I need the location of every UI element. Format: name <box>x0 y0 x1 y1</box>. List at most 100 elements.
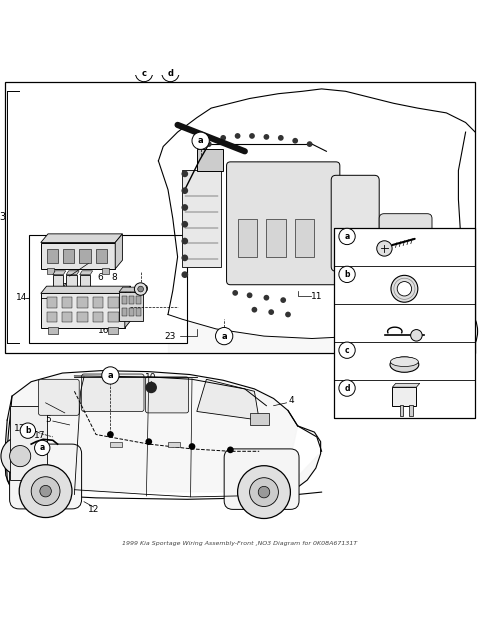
Circle shape <box>339 380 355 396</box>
Circle shape <box>216 328 233 345</box>
Circle shape <box>189 443 195 450</box>
Bar <box>63 248 74 263</box>
Text: d: d <box>344 384 350 392</box>
Bar <box>53 275 63 289</box>
Bar <box>41 293 125 328</box>
Text: 6: 6 <box>97 273 103 282</box>
Polygon shape <box>125 286 131 328</box>
Circle shape <box>249 133 255 139</box>
FancyBboxPatch shape <box>379 214 432 281</box>
Text: 22: 22 <box>127 312 138 321</box>
Bar <box>62 311 72 322</box>
Circle shape <box>232 290 238 296</box>
Circle shape <box>31 477 60 506</box>
Bar <box>129 296 134 304</box>
Text: 9: 9 <box>86 256 92 265</box>
Polygon shape <box>115 234 122 269</box>
Circle shape <box>268 309 274 315</box>
Circle shape <box>181 187 188 194</box>
Text: 1999 Kia Sportage Wiring Assembly-Front ,NO3 Diagram for 0K08A67131T: 1999 Kia Sportage Wiring Assembly-Front … <box>122 542 358 547</box>
Text: 16: 16 <box>98 326 109 335</box>
Text: 17: 17 <box>394 308 408 317</box>
Bar <box>266 218 286 257</box>
Bar <box>93 298 103 308</box>
Text: a: a <box>40 443 45 452</box>
Text: 11: 11 <box>311 292 323 301</box>
Polygon shape <box>197 379 259 420</box>
Circle shape <box>307 142 312 147</box>
Text: 24: 24 <box>394 383 408 393</box>
Bar <box>5 82 475 353</box>
Bar <box>409 406 413 416</box>
Circle shape <box>102 367 119 384</box>
Circle shape <box>280 298 286 303</box>
Bar <box>197 149 223 170</box>
Bar <box>122 308 127 316</box>
FancyBboxPatch shape <box>10 444 82 509</box>
Circle shape <box>134 283 147 295</box>
Circle shape <box>415 300 478 362</box>
Circle shape <box>1 437 39 476</box>
Bar <box>80 275 90 289</box>
Polygon shape <box>66 271 79 275</box>
Bar <box>62 298 72 308</box>
Circle shape <box>428 313 465 350</box>
Circle shape <box>181 238 188 245</box>
Text: 17: 17 <box>34 431 45 440</box>
Circle shape <box>181 271 188 278</box>
FancyBboxPatch shape <box>82 374 144 411</box>
Bar <box>48 327 58 334</box>
Circle shape <box>250 477 278 506</box>
Bar <box>122 296 127 304</box>
Text: a: a <box>345 232 349 241</box>
Bar <box>119 292 143 321</box>
Bar <box>238 218 257 257</box>
Circle shape <box>40 486 51 497</box>
Bar <box>295 218 314 257</box>
Bar <box>392 387 416 406</box>
Circle shape <box>19 465 72 518</box>
Circle shape <box>20 423 36 438</box>
Bar <box>96 248 107 263</box>
Circle shape <box>285 311 291 318</box>
Bar <box>108 327 118 334</box>
Circle shape <box>145 382 157 393</box>
Circle shape <box>162 64 179 82</box>
Bar <box>41 243 115 269</box>
Bar <box>47 248 58 263</box>
FancyBboxPatch shape <box>227 162 340 285</box>
Circle shape <box>339 266 355 282</box>
Circle shape <box>278 135 284 141</box>
Text: 23: 23 <box>165 331 176 340</box>
Polygon shape <box>5 370 322 494</box>
FancyBboxPatch shape <box>38 379 79 415</box>
Text: 10: 10 <box>145 374 157 382</box>
Circle shape <box>339 342 355 359</box>
Bar <box>108 298 119 308</box>
Text: 7: 7 <box>60 283 66 292</box>
Bar <box>77 298 88 308</box>
Text: a: a <box>108 371 113 380</box>
Circle shape <box>264 295 269 301</box>
Bar <box>47 311 57 322</box>
Bar <box>29 235 187 343</box>
Bar <box>168 442 180 447</box>
Bar <box>79 248 91 263</box>
Circle shape <box>192 132 209 149</box>
Circle shape <box>181 221 188 228</box>
Circle shape <box>181 170 188 177</box>
Circle shape <box>235 133 240 139</box>
Circle shape <box>377 241 392 256</box>
Circle shape <box>252 307 257 313</box>
FancyBboxPatch shape <box>145 377 189 413</box>
Ellipse shape <box>390 357 418 367</box>
Bar <box>108 311 119 322</box>
Circle shape <box>339 228 355 245</box>
Polygon shape <box>392 383 420 387</box>
Circle shape <box>258 486 270 498</box>
Circle shape <box>206 142 212 147</box>
Text: 15: 15 <box>127 304 138 313</box>
Circle shape <box>135 64 153 82</box>
Text: 14: 14 <box>16 293 28 302</box>
FancyBboxPatch shape <box>331 175 379 271</box>
